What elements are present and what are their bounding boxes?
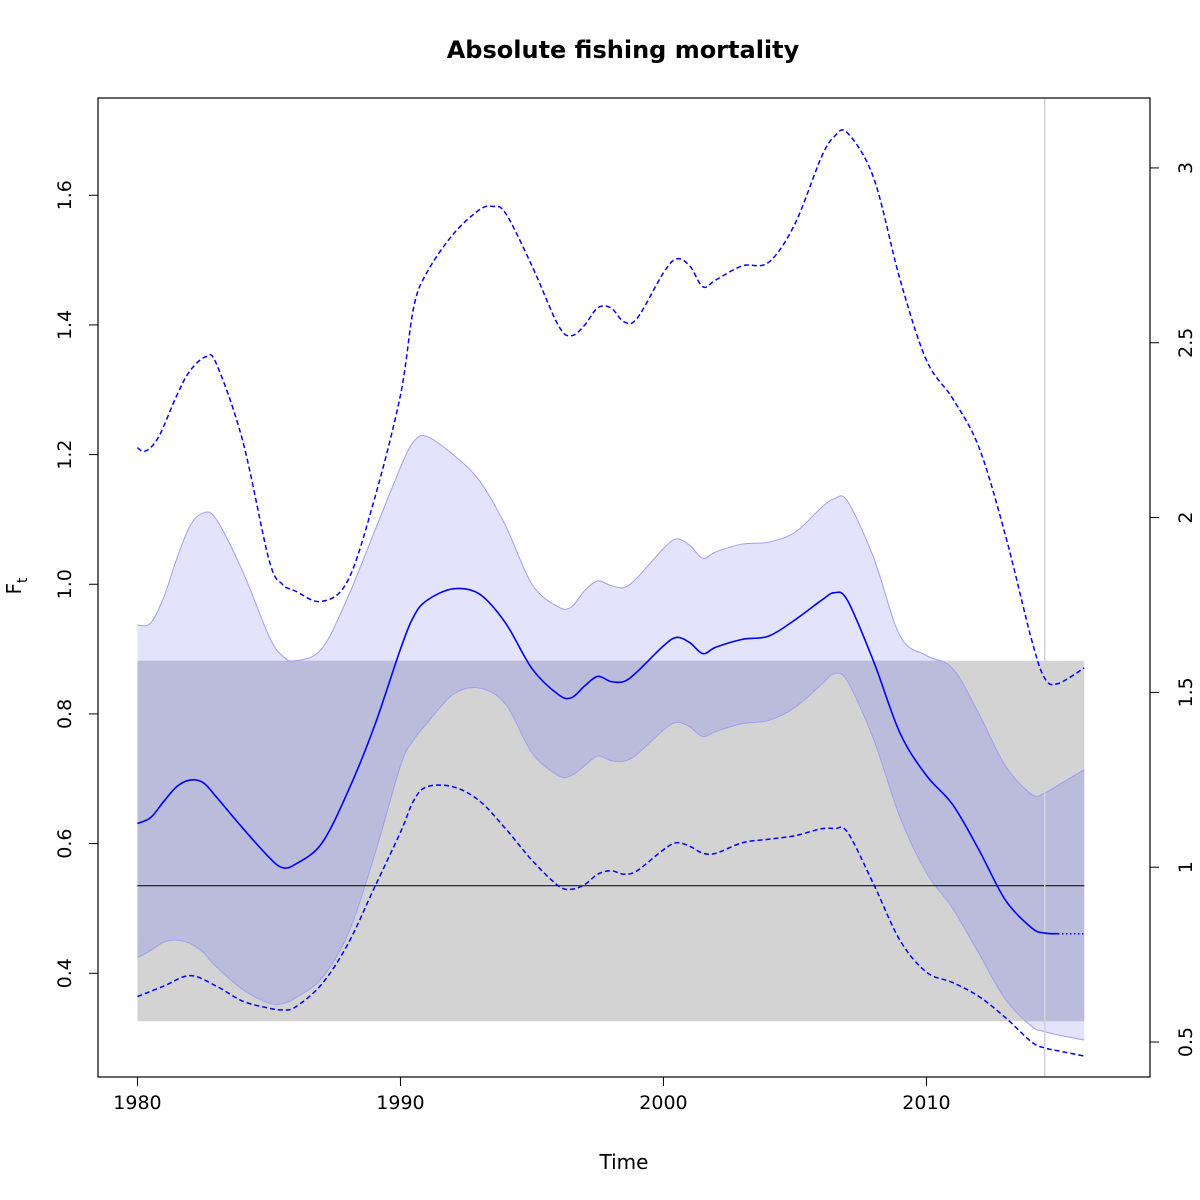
x-axis-label: Time [599,1150,649,1174]
y2-tick-label: 2 [1175,512,1197,524]
x-tick-label: 1980 [113,1092,161,1114]
estimate-line [137,587,1058,935]
y-axis-label-subscript: t [15,577,31,583]
ci-band-overlap [137,660,1085,1022]
plot-frame [97,97,1151,1078]
plot-area [137,98,1085,1077]
y2-tick-label: 2.5 [1175,328,1197,358]
y-tick-label: 0.4 [54,958,76,988]
relative-lower-line [137,784,1085,1057]
y-tick-label: 1.0 [54,569,76,599]
svg-text:Ft: Ft [2,577,31,595]
ci-lower-edge [137,672,1085,1041]
y2-tick-label: 0.5 [1175,1027,1197,1057]
y-axis-label-main: F [2,583,26,595]
chart-title: Absolute fishing mortality [447,36,800,64]
x-tick-label: 1990 [376,1092,424,1114]
y-tick-label: 1.6 [54,180,76,210]
y-tick-label: 1.4 [54,310,76,340]
y-axis-label: Ft [2,577,31,595]
x-tick-label: 2010 [902,1092,950,1114]
ci-upper-edge [137,435,1085,797]
y2-tick-label: 1.5 [1175,677,1197,707]
y-tick-label: 1.2 [54,439,76,469]
y-tick-label: 0.8 [54,699,76,729]
relative-upper-line [137,129,1085,686]
x-tick-label: 2000 [639,1092,687,1114]
y2-tick-label: 3 [1175,162,1197,174]
y-tick-label: 0.6 [54,828,76,858]
y2-tick-label: 1 [1175,861,1197,873]
